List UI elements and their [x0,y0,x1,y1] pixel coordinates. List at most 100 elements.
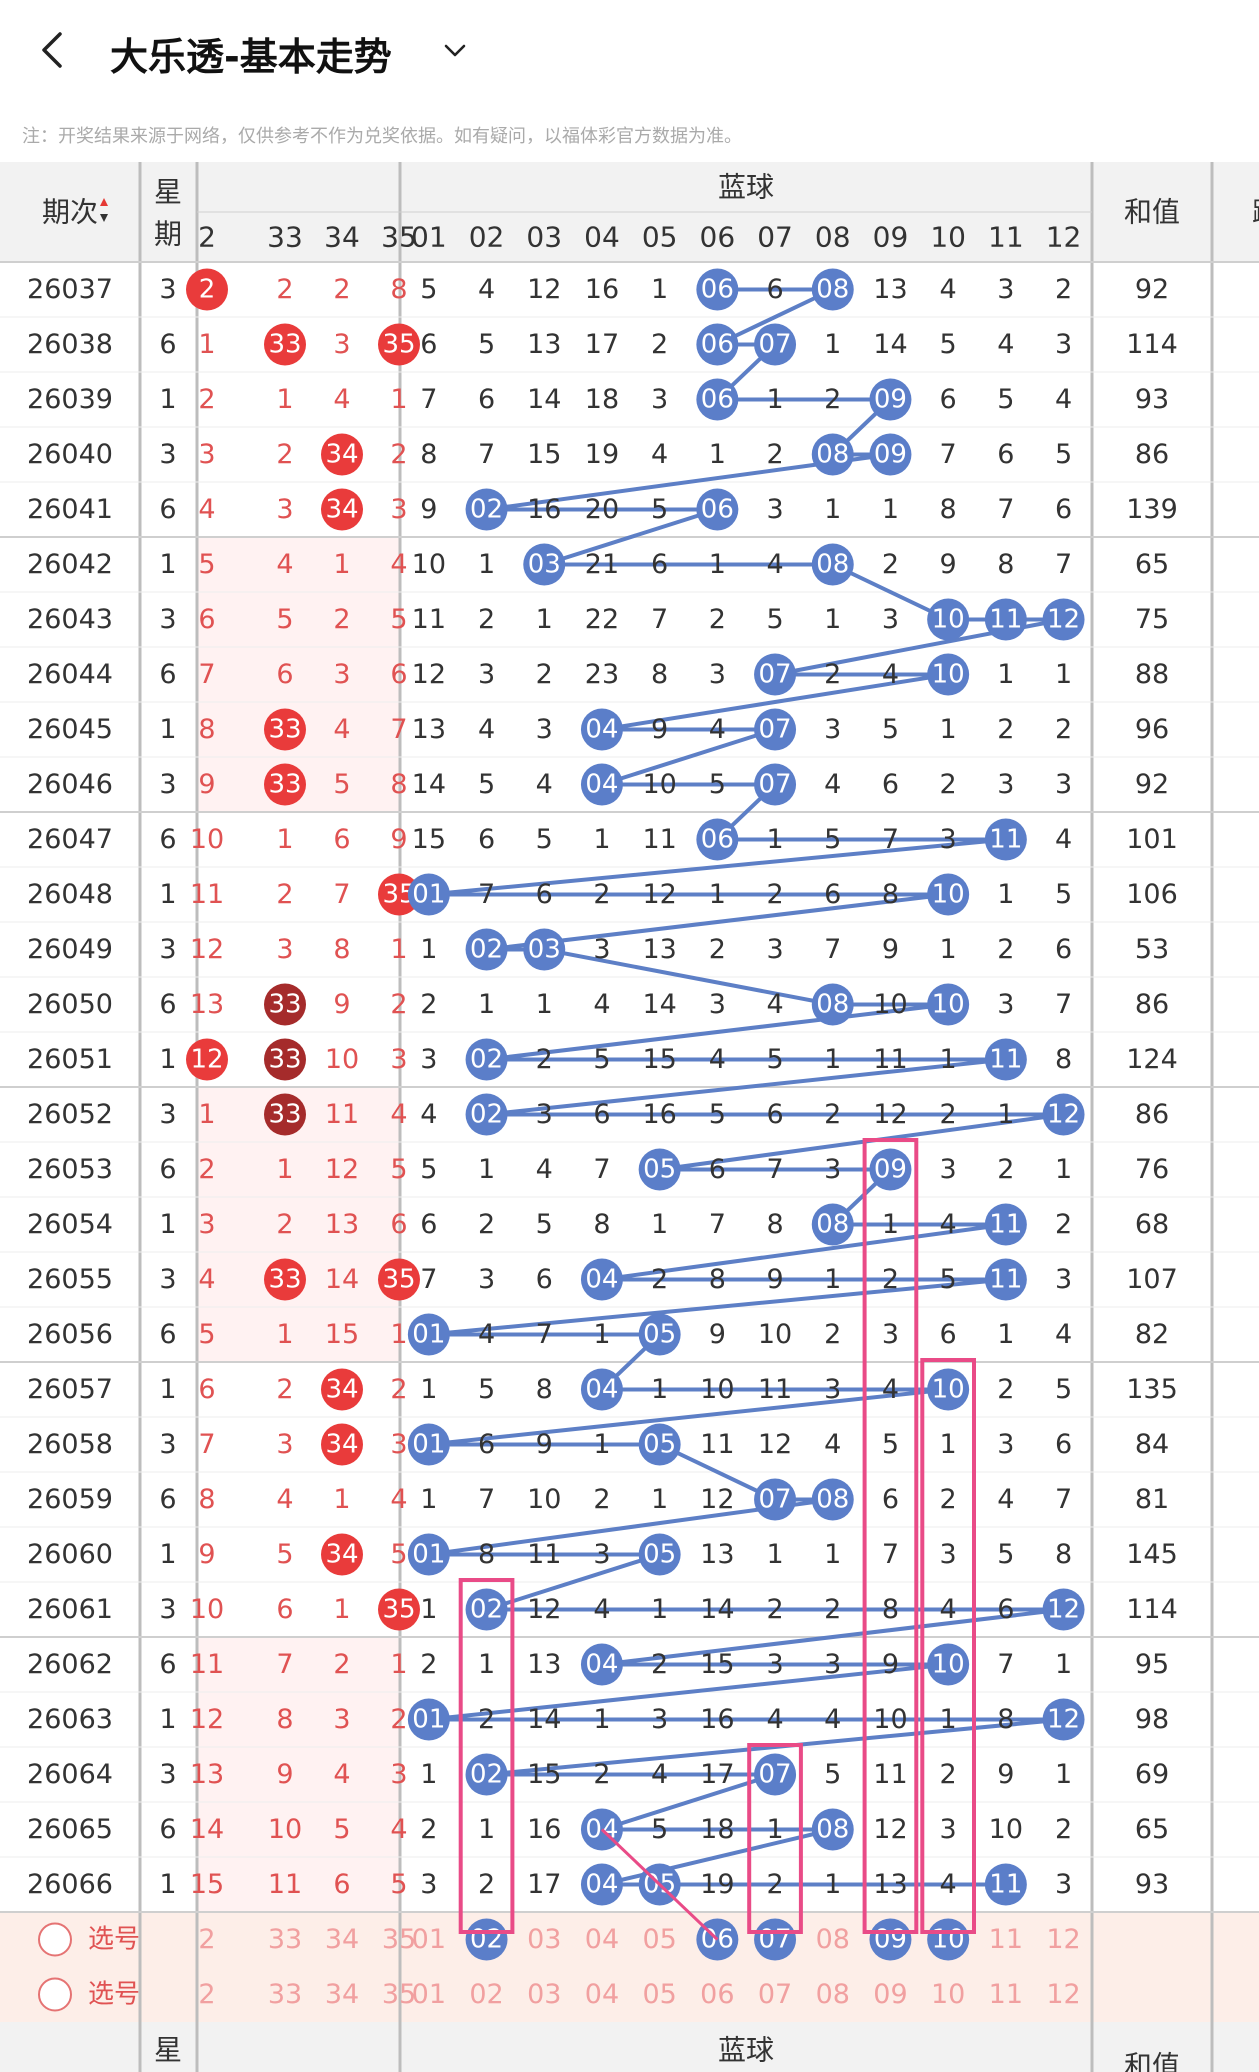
period-cell: 26059 [27,1484,113,1515]
pick-blue-number[interactable]: 07 [758,1979,792,2010]
front-band [197,1802,400,1857]
sum-cell: 69 [1135,1759,1169,1790]
red-ball [264,1258,306,1301]
blue-miss-value: 14 [527,384,561,415]
week-cell: 1 [159,1374,176,1405]
pick-label[interactable]: 选号 [88,1980,140,2010]
pick-blue-selected-number[interactable]: 09 [874,1925,907,1955]
pick-front-number[interactable]: 33 [268,1924,302,1955]
pick-blue-ball-selected[interactable] [869,1918,912,1961]
red-ball [264,1093,306,1136]
sort-arrows-icon[interactable] [100,198,108,222]
front-miss-value: 4 [390,1099,407,1130]
pick-label[interactable]: 选号 [88,1925,140,1955]
pick-blue-number[interactable]: 02 [469,1979,503,2010]
pick-blue-number[interactable]: 06 [700,1979,734,2010]
pick-blue-number[interactable]: 08 [816,1924,850,1955]
front-miss-value: 5 [198,1319,215,1350]
blue-ball [580,1863,623,1906]
blue-miss-value: 13 [642,934,676,965]
front-miss-value: 6 [333,1869,350,1900]
pick-front-number[interactable]: 33 [268,1979,302,2010]
pick-blue-ball-selected[interactable] [927,1918,970,1961]
pick-front-number[interactable]: 34 [325,1924,359,1955]
red-ball-number: 33 [268,770,301,800]
pick-blue-number[interactable]: 04 [585,1979,619,2010]
front-miss-value: 2 [198,384,215,415]
blue-miss-value: 2 [766,1594,783,1625]
pick-blue-number[interactable]: 12 [1046,1924,1080,1955]
pick-front-number[interactable]: 35 [382,1924,416,1955]
pick-blue-selected-number[interactable]: 10 [932,1925,965,1955]
pick-blue-number[interactable]: 11 [989,1979,1023,2010]
blue-miss-value: 4 [478,714,495,745]
pick-blue-ball-selected[interactable] [465,1918,508,1961]
blue-miss-value: 2 [997,1154,1014,1185]
red-ball-number: 33 [268,330,301,360]
blue-miss-value: 3 [478,659,495,690]
blue-miss-value: 4 [824,1429,841,1460]
pick-front-number[interactable]: 2 [198,1979,215,2010]
pick-blue-number[interactable]: 10 [931,1979,965,2010]
blue-miss-value: 3 [1055,769,1072,800]
pick-blue-number[interactable]: 01 [412,1924,446,1955]
pick-blue-number[interactable]: 03 [527,1924,561,1955]
period-cell: 26048 [27,879,113,910]
blue-miss-value: 1 [536,989,553,1020]
sum-cell: 93 [1135,1869,1169,1900]
blue-miss-value: 14 [873,329,907,360]
chevron-down-icon[interactable] [440,36,470,66]
pick-blue-number[interactable]: 09 [873,1979,907,2010]
blue-ball [465,488,508,531]
pick-blue-selected-number[interactable]: 02 [470,1925,503,1955]
pick-blue-number[interactable]: 05 [642,1979,676,2010]
pick-blue-selected-number[interactable]: 07 [759,1925,792,1955]
radio-circle-icon[interactable] [38,1977,72,2012]
blue-miss-value: 9 [766,1264,783,1295]
blue-miss-value: 1 [882,1209,899,1240]
pick-front-number[interactable]: 34 [325,1979,359,2010]
week-cell: 3 [159,1264,176,1295]
blue-ball-number: 08 [816,275,849,305]
front-miss-value: 5 [333,769,350,800]
pick-blue-number[interactable]: 01 [412,1979,446,2010]
front-miss-value: 15 [325,1319,359,1350]
blue-miss-value: 5 [478,1374,495,1405]
blue-ball [523,928,566,971]
week-cell: 1 [159,549,176,580]
blue-miss-value: 10 [758,1319,792,1350]
blue-miss-value: 8 [478,1539,495,1570]
period-cell: 26043 [27,604,113,635]
blue-ball [638,1423,681,1466]
front-miss-value: 11 [190,879,224,910]
blue-ball-number: 06 [701,385,734,415]
blue-number-header: 12 [1046,221,1082,254]
pick-blue-number[interactable]: 05 [642,1924,676,1955]
pick-blue-number[interactable]: 12 [1046,1979,1080,2010]
pick-blue-number[interactable]: 03 [527,1979,561,2010]
blue-miss-value: 8 [882,879,899,910]
radio-circle-icon[interactable] [38,1922,72,1957]
blue-ball-number: 12 [1047,1100,1080,1130]
pick-front-number[interactable]: 35 [382,1979,416,2010]
blue-miss-value: 1 [766,384,783,415]
back-arrow-icon[interactable] [38,30,68,70]
period-cell: 26046 [27,769,113,800]
blue-ball [869,378,912,421]
pick-blue-number[interactable]: 04 [585,1924,619,1955]
pick-blue-number[interactable]: 08 [816,1979,850,2010]
blue-miss-value: 4 [940,1869,957,1900]
pick-front-number[interactable]: 2 [198,1924,215,1955]
front-miss-value: 4 [390,549,407,580]
blue-ball-number: 09 [874,440,907,470]
blue-miss-value: 15 [527,439,561,470]
blue-ball-number: 07 [759,330,792,360]
pick-blue-number[interactable]: 11 [989,1924,1023,1955]
blue-miss-value: 6 [536,1264,553,1295]
pick-blue-ball-selected[interactable] [754,1918,797,1961]
sum-cell: 82 [1135,1319,1169,1350]
blue-miss-value: 3 [766,1649,783,1680]
blue-miss-value: 1 [824,1539,841,1570]
pick-link-line [600,1828,719,1941]
period-cell: 26054 [27,1209,113,1240]
